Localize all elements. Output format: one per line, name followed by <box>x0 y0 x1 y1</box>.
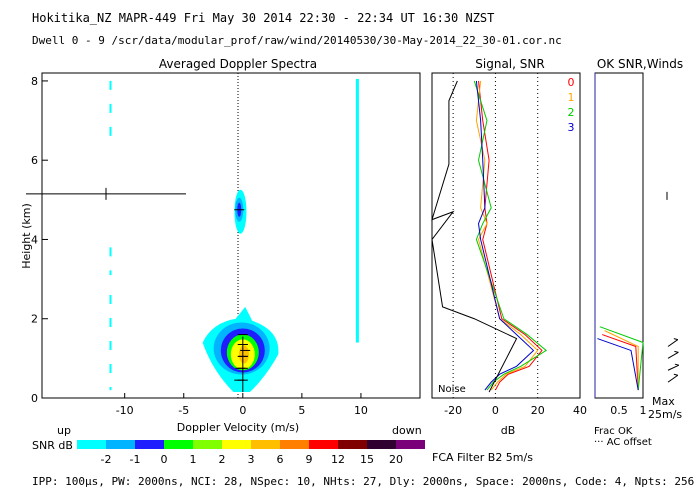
colorbar-swatch <box>280 440 309 449</box>
wind-arrow-head <box>673 338 678 341</box>
snr-axis-label: dB <box>501 424 516 437</box>
frac-ok-profiles <box>594 73 644 398</box>
velocity-tick-label: 10 <box>354 404 368 417</box>
snr-tick-label: 0 <box>492 404 499 417</box>
frac-tick-label: 1 <box>640 404 647 417</box>
legend-entry: 3 <box>568 121 575 134</box>
colorbar-swatch <box>106 440 135 449</box>
velocity-tick-label: 0 <box>239 404 246 417</box>
colorbar-tick-label: 15 <box>360 453 374 466</box>
spectra-echoes <box>26 78 359 393</box>
wind-arrow <box>667 351 679 359</box>
snr-profiles <box>431 80 548 393</box>
legend-entry: 2 <box>568 106 575 119</box>
snr-panel: Signal, SNR -20 0 20 40 Noise dB FCA Filter… <box>431 57 587 464</box>
colorbar-swatch <box>309 440 338 449</box>
snr-colorbar: SNR dB -2 -1 0 1 2 3 6 9 12 15 20 <box>32 439 425 466</box>
winds-panel: OK SNR,Winds 0.5 1 0 1 2 3 Frac OK ··· AC of… <box>568 57 684 448</box>
height-tick-label: 2 <box>31 313 38 326</box>
velocity-axis-label: Doppler Velocity (m/s) <box>177 421 299 434</box>
velocity-tick-label: -5 <box>178 404 189 417</box>
colorbar-swatch <box>396 440 425 449</box>
header-line1: Hokitika_NZ MAPR-449 Fri May 30 2014 22:… <box>32 11 494 25</box>
winds-title: OK SNR,Winds <box>597 57 683 71</box>
direction-up-label: up <box>57 424 71 437</box>
snr-tick-label: 40 <box>573 404 587 417</box>
wind-arrow <box>667 374 679 383</box>
wind-arrows <box>666 191 680 383</box>
series-legend: 0 1 2 3 <box>568 76 575 134</box>
snr-frame <box>431 72 581 399</box>
colorbar-swatch <box>135 440 164 449</box>
colorbar-swatch <box>251 440 280 449</box>
frac-ok-line <box>599 326 644 391</box>
frac-ok-line <box>604 330 639 391</box>
wind-arrow-head <box>674 363 679 366</box>
colorbar-swatch <box>193 440 222 449</box>
wind-arrow <box>667 339 679 347</box>
max-speed-label: 25m/s <box>648 408 682 421</box>
colorbar-tick-label: 20 <box>389 453 403 466</box>
colorbar-tick-label: 0 <box>161 453 168 466</box>
colorbar-tick-label: 2 <box>219 453 226 466</box>
colorbar-swatch <box>164 440 193 449</box>
filter-label: FCA Filter B2 5m/s <box>432 451 533 464</box>
wind-arrow <box>667 364 680 371</box>
wind-arrow-head <box>674 350 679 353</box>
height-tick-label: 6 <box>31 154 38 167</box>
colorbar-tick-label: -2 <box>101 453 112 466</box>
snr-series-3 <box>475 80 535 391</box>
velocity-tick-label: 5 <box>298 404 305 417</box>
max-label: Max <box>652 395 675 408</box>
colorbar-tick-label: 1 <box>190 453 197 466</box>
spectra-frame <box>41 72 421 399</box>
height-tick-label: 8 <box>31 75 38 88</box>
colorbar-tick-label: -1 <box>130 453 141 466</box>
snr-title: Signal, SNR <box>475 57 544 71</box>
frac-ok-label: Frac OK <box>594 426 633 437</box>
footer-params: IPP: 100µs, PW: 2000ns, NCI: 28, NSpec: … <box>32 475 694 488</box>
legend-entry: 0 <box>568 76 575 89</box>
legend-entry: 1 <box>568 91 575 104</box>
snr-tick-label: 20 <box>531 404 545 417</box>
colorbar-swatch <box>367 440 396 449</box>
lower-echo-core <box>238 345 249 364</box>
spectra-axes: 0 2 4 6 8 -10 -5 0 5 10 <box>31 75 368 417</box>
height-axis-label: Height (km) <box>20 203 33 269</box>
header-line2: Dwell 0 - 9 /scr/data/modular_prof/raw/w… <box>32 34 562 47</box>
direction-down-label: down <box>392 424 422 437</box>
noise-label: Noise <box>438 384 466 395</box>
velocity-tick-label: -10 <box>116 404 134 417</box>
colorbar-tick-label: 9 <box>306 453 313 466</box>
wind-arrow-head <box>673 373 678 376</box>
height-tick-label: 0 <box>31 392 38 405</box>
snr-series-0 <box>478 80 543 391</box>
colorbar-swatch <box>77 440 106 449</box>
colorbar-label: SNR dB <box>32 439 73 452</box>
frac-tick-label: 0.5 <box>610 404 628 417</box>
ac-offset-label: ··· AC offset <box>594 437 652 448</box>
snr-series-2 <box>473 80 548 391</box>
noise-trace <box>431 80 518 393</box>
colorbar-tick-label: 3 <box>248 453 255 466</box>
spectra-title: Averaged Doppler Spectra <box>159 57 317 71</box>
colorbar-tick-label: 6 <box>277 453 284 466</box>
height-tick-label: 4 <box>31 233 38 246</box>
stationary-echo-line <box>355 78 359 343</box>
frac-ok-line <box>597 338 639 391</box>
colorbar-swatch <box>338 440 367 449</box>
colorbar-tick-label: 12 <box>331 453 345 466</box>
colorbar-swatch <box>222 440 251 449</box>
snr-tick-label: -20 <box>444 404 462 417</box>
frac-ok-line <box>602 334 639 391</box>
